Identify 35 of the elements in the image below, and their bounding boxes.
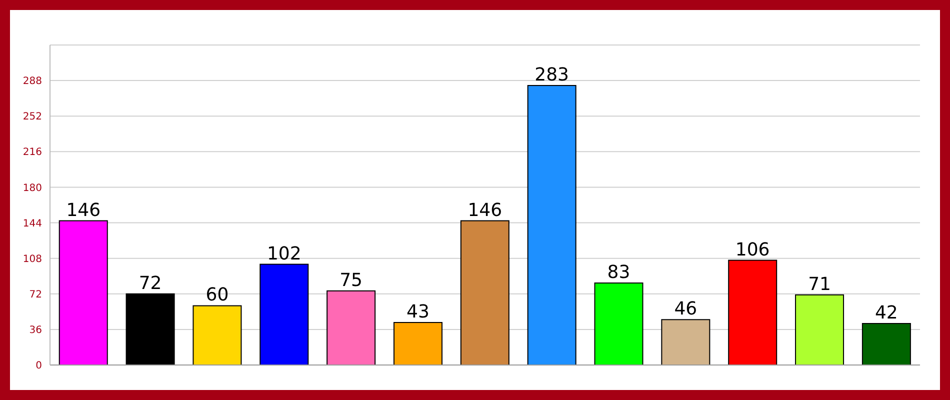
- data-label: 102: [266, 243, 302, 264]
- bar: [393, 322, 442, 365]
- bar: [527, 84, 576, 365]
- bar: [260, 264, 309, 365]
- bar: [661, 319, 710, 365]
- bar: [862, 323, 911, 365]
- y-tick-label: 216: [22, 147, 42, 158]
- data-label: 42: [874, 302, 898, 324]
- y-tick-label: 288: [22, 76, 42, 88]
- data-label: 72: [138, 272, 162, 294]
- y-tick-label: 144: [22, 218, 42, 230]
- data-label: 46: [674, 298, 698, 320]
- y-tick-label: 0: [36, 360, 42, 372]
- data-label: 60: [206, 284, 229, 306]
- bar: [460, 220, 510, 365]
- bar: [594, 282, 644, 365]
- data-label: 43: [406, 302, 430, 323]
- bar: [58, 220, 108, 365]
- y-tick-label: 72: [29, 289, 42, 300]
- bar: [326, 290, 376, 365]
- data-label: 75: [340, 270, 363, 291]
- data-label: 71: [808, 274, 831, 295]
- data-label: 146: [468, 200, 502, 221]
- data-label: 283: [534, 64, 570, 86]
- y-tick-label: 252: [22, 112, 42, 123]
- bar: [728, 260, 778, 365]
- y-tick-label: 180: [22, 182, 42, 194]
- data-label: 106: [735, 239, 770, 260]
- data-label: 146: [66, 200, 101, 221]
- y-tick-label: 36: [29, 324, 42, 336]
- data-label: 83: [607, 262, 630, 284]
- bar: [192, 305, 242, 365]
- y-tick-label: 108: [22, 254, 42, 265]
- bar: [795, 294, 844, 365]
- bar: [126, 293, 175, 365]
